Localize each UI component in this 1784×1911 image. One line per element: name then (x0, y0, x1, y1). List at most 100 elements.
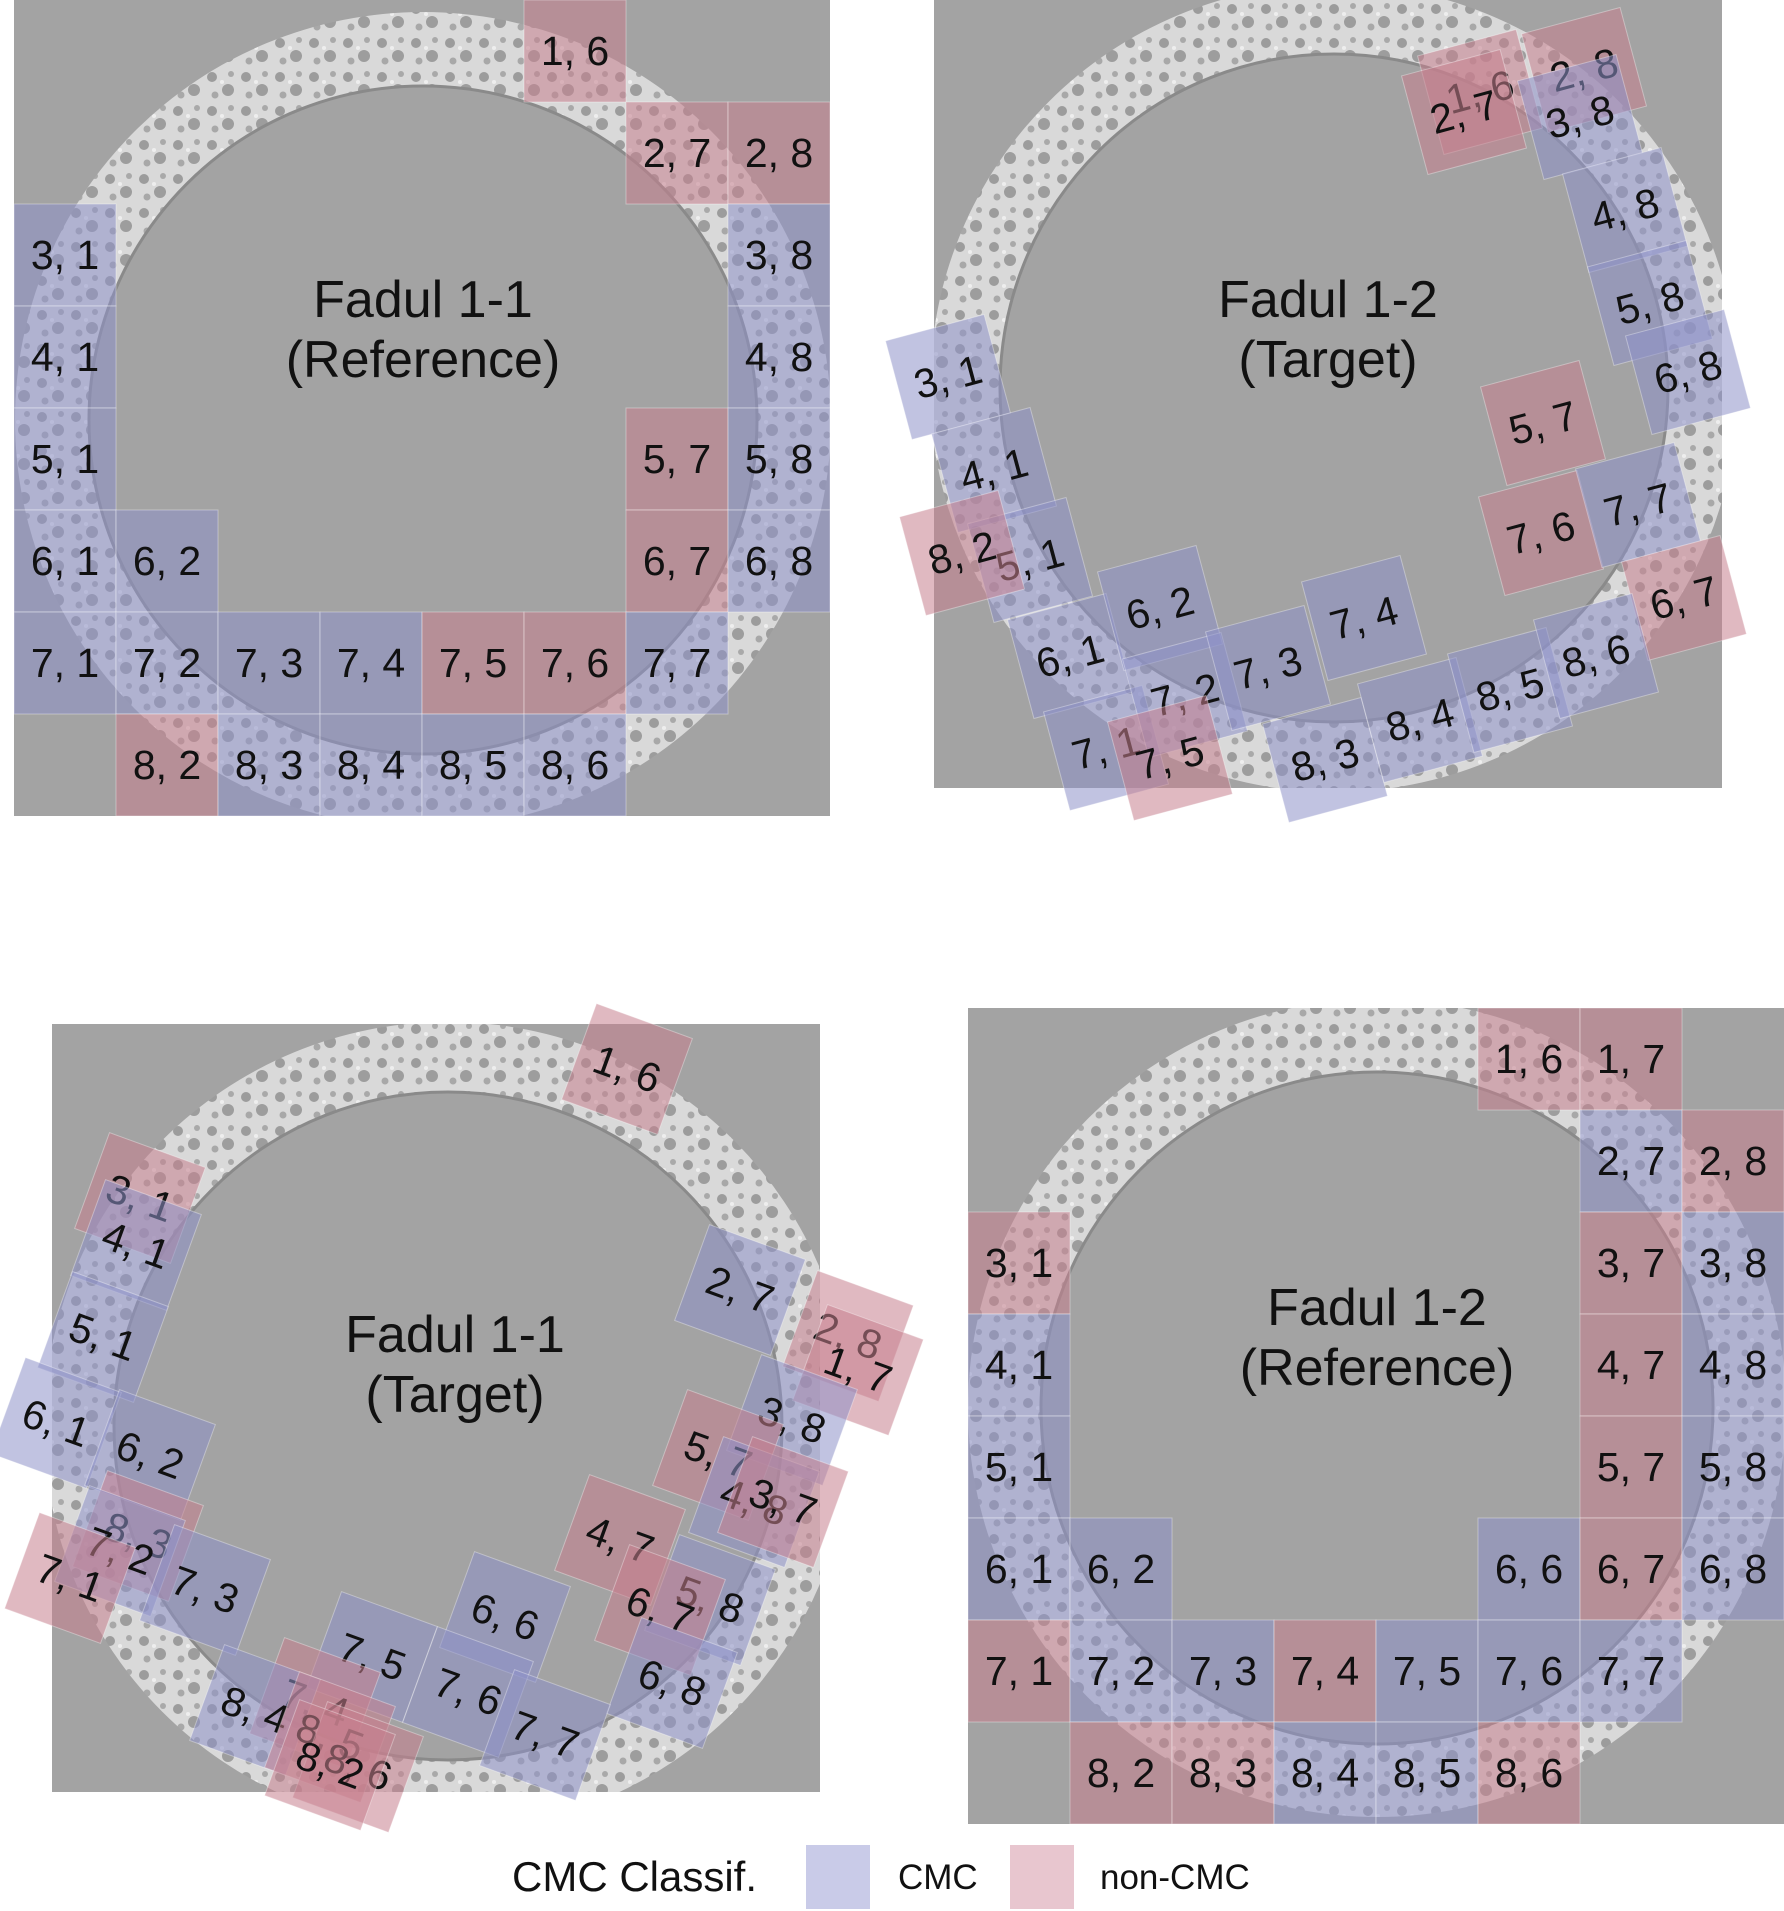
cell-label: 7, 6 (541, 640, 609, 686)
cell-non-cmc-square (1400, 48, 1528, 176)
cell-6-7: 6, 7 (1620, 534, 1748, 662)
cell-label: 7, 2 (1087, 1648, 1155, 1694)
cell-cmc-square (727, 203, 831, 307)
cell-8-4: 8, 4 (1356, 656, 1484, 784)
cell-7-1: 7, 1 (13, 611, 117, 715)
cell-2-7: 2, 7 (1400, 48, 1528, 176)
panel-subtitle: (Target) (365, 1366, 544, 1424)
cell-non-cmc-square (1579, 1415, 1683, 1519)
cell-6-1: 6, 1 (13, 509, 117, 613)
cell-5-7: 5, 7 (1579, 1415, 1683, 1519)
cell-cmc-square (115, 509, 219, 613)
cell-label: 6, 1 (985, 1546, 1053, 1592)
cell-label: 6, 1 (31, 538, 99, 584)
cell-label: 7, 7 (1597, 1648, 1665, 1694)
cell-non-cmc-square (115, 713, 219, 817)
cell-cmc-square (673, 1223, 807, 1357)
cell-7-2: 7, 2 (115, 611, 219, 715)
cell-6-2: 6, 2 (1096, 544, 1224, 672)
legend-key-cmc (806, 1845, 870, 1909)
cell-label: 1, 6 (541, 28, 609, 74)
legend-title: CMC Classif. (512, 1853, 757, 1900)
cell-cmc-square (967, 1415, 1071, 1519)
cell-non-cmc-square (727, 101, 831, 205)
cell-cmc-square (319, 611, 423, 715)
cell-label: 7, 5 (1393, 1648, 1461, 1694)
cell-8-4: 8, 4 (1273, 1721, 1377, 1825)
cell-cmc-square (1204, 604, 1332, 732)
cell-7-6: 7, 6 (1477, 469, 1605, 597)
cell-label: 6, 2 (1087, 1546, 1155, 1592)
cell-cmc-square (625, 611, 729, 715)
cell-non-cmc-square (967, 1211, 1071, 1315)
cell-label: 7, 4 (1291, 1648, 1359, 1694)
cell-label: 7, 5 (439, 640, 507, 686)
cell-cmc-square (421, 713, 525, 817)
cell-4-1: 4, 1 (13, 305, 117, 409)
cell-label: 6, 6 (1495, 1546, 1563, 1592)
cell-6-7: 6, 7 (625, 509, 729, 613)
cell-label: 8, 2 (133, 742, 201, 788)
cell-8-2: 8, 2 (1069, 1721, 1173, 1825)
cell-7-4: 7, 4 (1300, 554, 1428, 682)
cell-8-6: 8, 6 (1532, 592, 1660, 720)
cell-cmc-square (967, 1313, 1071, 1417)
cell-label: 7, 4 (337, 640, 405, 686)
cell-label: 8, 5 (439, 742, 507, 788)
cell-label: 2, 7 (643, 130, 711, 176)
cell-label: 3, 8 (1699, 1240, 1767, 1286)
cell-label: 4, 8 (745, 334, 813, 380)
cell-non-cmc-square (1579, 1517, 1683, 1621)
cell-7-7: 7, 7 (1579, 1619, 1683, 1723)
cell-3-7: 3, 7 (716, 1435, 850, 1569)
cell-label: 6, 2 (133, 538, 201, 584)
cell-label: 3, 8 (745, 232, 813, 278)
cell-2-7: 2, 7 (1579, 1109, 1683, 1213)
cell-cmc-square (727, 305, 831, 409)
cell-cmc-square (13, 509, 117, 613)
cell-cmc-square (1579, 1109, 1683, 1213)
cell-non-cmc-square (1579, 1211, 1683, 1315)
cell-cmc-square (138, 1523, 272, 1657)
cell-label: 7, 1 (985, 1648, 1053, 1694)
cell-label: 6, 8 (745, 538, 813, 584)
cell-7-3: 7, 3 (1171, 1619, 1275, 1723)
cell-8-5: 8, 5 (1446, 626, 1574, 754)
cell-3-1: 3, 1 (13, 203, 117, 307)
cell-label: 5, 7 (1597, 1444, 1665, 1490)
cell-label: 8, 5 (1393, 1750, 1461, 1796)
cell-3-1: 3, 1 (884, 313, 1012, 441)
cell-label: 4, 1 (31, 334, 99, 380)
cell-7-7: 7, 7 (478, 1668, 612, 1802)
panel-subtitle: (Target) (1238, 331, 1417, 389)
cell-5-1: 5, 1 (36, 1270, 170, 1404)
cell-3-8: 3, 8 (727, 203, 831, 307)
cell-8-5: 8, 5 (1375, 1721, 1479, 1825)
cell-label: 5, 1 (985, 1444, 1053, 1490)
cell-cmc-square (1681, 1517, 1784, 1621)
cell-5-8: 5, 8 (1681, 1415, 1784, 1519)
cell-label: 3, 1 (31, 232, 99, 278)
cell-label: 5, 8 (1699, 1444, 1767, 1490)
cell-6-1: 6, 1 (0, 1356, 123, 1490)
cell-7-2: 7, 2 (1069, 1619, 1173, 1723)
panel-p3: 1, 63, 14, 15, 16, 16, 28, 37, 27, 17, 3… (0, 1002, 925, 1834)
cell-8-6: 8, 6 (523, 713, 627, 817)
cell-label: 5, 8 (745, 436, 813, 482)
cell-4-8: 4, 8 (1681, 1313, 1784, 1417)
cell-cmc-square (1375, 1721, 1479, 1825)
cell-3-1: 3, 1 (967, 1211, 1071, 1315)
cell-non-cmc-square (625, 407, 729, 511)
cell-7-3: 7, 3 (138, 1523, 272, 1657)
cell-7-7: 7, 7 (625, 611, 729, 715)
cell-7-5: 7, 5 (1375, 1619, 1479, 1723)
cell-cmc-square (1069, 1517, 1173, 1621)
cell-2-7: 2, 7 (673, 1223, 807, 1357)
cell-7-7: 7, 7 (1574, 441, 1702, 569)
panel-title: Fadul 1-1 (345, 1306, 565, 1364)
cell-label: 1, 7 (1597, 1036, 1665, 1082)
cell-6-6: 6, 6 (1477, 1517, 1581, 1621)
cell-cmc-square (727, 509, 831, 613)
cell-3-8: 3, 8 (1516, 53, 1644, 181)
panel-subtitle: (Reference) (286, 331, 561, 389)
